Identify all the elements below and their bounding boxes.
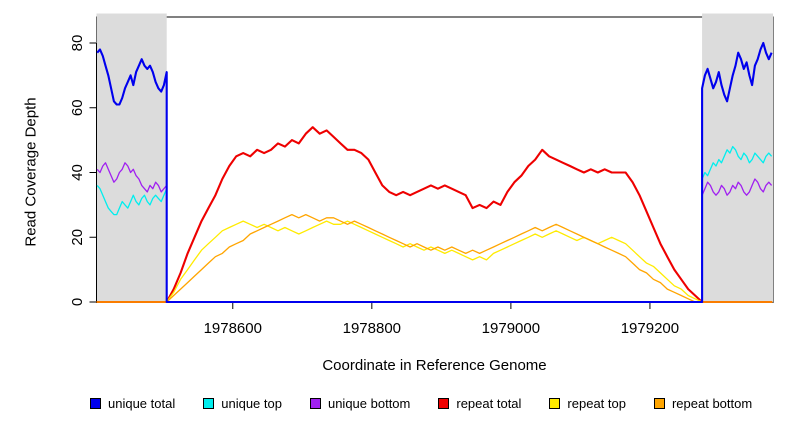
legend: unique total unique top unique bottom repea… xyxy=(90,396,752,411)
legend-item-unique-bottom: unique bottom xyxy=(309,396,411,411)
legend-label: unique bottom xyxy=(327,396,411,411)
legend-swatch xyxy=(438,398,450,409)
x-axis-title: Coordinate in Reference Genome xyxy=(322,357,547,374)
series-repeat-total xyxy=(96,126,773,304)
legend-item-repeat-top: repeat top xyxy=(549,396,626,411)
legend-swatch xyxy=(203,398,215,409)
x-tick-label: 1978600 xyxy=(204,320,262,337)
legend-item-unique-total: unique total xyxy=(90,396,175,411)
shaded-region xyxy=(702,13,773,303)
x-tick-label: 1978800 xyxy=(343,320,401,337)
legend-swatch xyxy=(90,398,101,409)
x-tick-label: 1979000 xyxy=(482,320,540,337)
legend-swatch xyxy=(653,398,665,409)
plot-box xyxy=(96,16,774,303)
series-repeat-bottom xyxy=(96,213,773,303)
legend-label: repeat top xyxy=(567,396,626,411)
y-axis-title: Read Coverage Depth xyxy=(22,97,40,247)
series-unique-bottom xyxy=(96,162,773,303)
y-tick-label: 40 xyxy=(69,164,86,181)
y-tick-label: 0 xyxy=(69,298,86,306)
series-unique-total xyxy=(96,41,773,304)
legend-item-repeat-bottom: repeat bottom xyxy=(653,396,753,411)
x-tick-label: 1979200 xyxy=(621,320,679,337)
series-unique-top xyxy=(96,145,773,303)
legend-item-unique-top: unique top xyxy=(203,396,282,411)
legend-label: unique top xyxy=(221,396,282,411)
legend-label: repeat bottom xyxy=(671,396,753,411)
legend-item-repeat-total: repeat total xyxy=(438,396,521,411)
legend-swatch xyxy=(309,398,321,409)
y-tick-label: 60 xyxy=(69,99,86,116)
legend-label: repeat total xyxy=(456,396,522,411)
legend-swatch xyxy=(549,398,561,409)
y-tick-label: 80 xyxy=(69,35,86,52)
shaded-region xyxy=(96,13,167,303)
y-tick-label: 20 xyxy=(69,229,86,246)
legend-label: unique total xyxy=(108,396,176,411)
